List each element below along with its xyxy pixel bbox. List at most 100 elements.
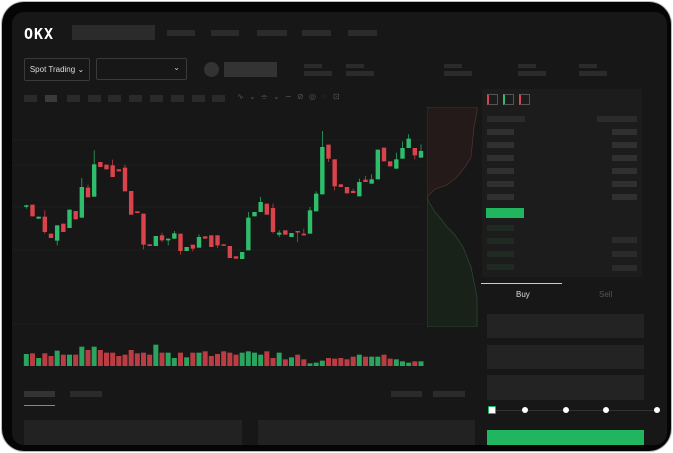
candlestick-chart[interactable] [12, 12, 482, 382]
volume-bar [356, 354, 362, 366]
slider-track[interactable] [491, 410, 659, 411]
candle-body [276, 232, 282, 235]
candle-body [338, 184, 344, 187]
interval-button[interactable] [24, 95, 37, 102]
candle-body [406, 138, 411, 148]
order-book-layout-icon[interactable] [519, 94, 530, 105]
slider-step[interactable] [654, 407, 660, 413]
tab-underline [481, 283, 562, 284]
volume-bar [363, 356, 368, 366]
volume-bar [208, 356, 214, 366]
stat-value [444, 71, 472, 76]
order-book-layout-icon[interactable] [503, 94, 514, 105]
candle-body [215, 235, 220, 246]
interval-button[interactable] [108, 95, 121, 102]
candle-body [190, 244, 196, 249]
candle-body [91, 164, 97, 197]
volume-bar [196, 352, 202, 366]
chart-tool-icon[interactable]: ⊘ [297, 92, 304, 101]
stat-value [346, 71, 374, 76]
candle-body [246, 217, 251, 251]
stat-label [518, 64, 536, 68]
chart-tool-icon[interactable]: ◌ [321, 92, 326, 101]
interval-button[interactable] [45, 95, 57, 102]
nav-item[interactable] [348, 30, 377, 36]
interval-button[interactable] [212, 95, 225, 102]
total-input[interactable] [487, 375, 644, 400]
candle-body [30, 204, 35, 217]
candle-body [159, 235, 165, 241]
interval-button[interactable] [150, 95, 163, 102]
slider-step[interactable] [563, 407, 569, 413]
chart-tool-icon[interactable]: ⌄ [273, 92, 280, 101]
nav-item[interactable] [302, 30, 331, 36]
bid-size [612, 251, 637, 257]
volume-bar [91, 346, 97, 366]
candle-body [48, 233, 54, 238]
ask-size [612, 168, 637, 174]
volume-bar [239, 352, 245, 366]
candle-body [394, 159, 399, 169]
chart-tool-icon[interactable]: ⊡ [333, 92, 340, 101]
slider-step[interactable] [522, 407, 528, 413]
candle-body [54, 225, 60, 241]
spot-trading-button[interactable]: Spot Trading ⌄ [24, 58, 90, 81]
volume-bar [73, 354, 79, 366]
order-book-layout-icon[interactable] [487, 94, 498, 105]
candle-body [332, 159, 337, 187]
candle-body [165, 238, 171, 241]
orders-panel [24, 420, 242, 445]
candle-body [202, 236, 208, 239]
nav-item[interactable] [167, 30, 195, 36]
nav-item[interactable] [257, 30, 287, 36]
candle-body [258, 202, 263, 212]
interval-button[interactable] [67, 95, 80, 102]
chart-tool-icon[interactable]: ∿ [237, 92, 244, 101]
volume-bar [375, 356, 381, 366]
volume-bar [184, 357, 190, 366]
chart-tool-icon[interactable]: ⌄ [249, 92, 256, 101]
candle-body [104, 164, 109, 170]
candle-body [98, 162, 103, 167]
chart-tool-icon[interactable]: ∼ [285, 92, 292, 101]
candle-body [295, 231, 300, 233]
slider-handle[interactable] [488, 406, 496, 414]
filter-button[interactable] [391, 391, 422, 397]
amount-input[interactable] [487, 345, 644, 369]
tab-order-history[interactable] [70, 391, 102, 397]
tab-sell[interactable]: Sell [599, 290, 613, 299]
bid-price [487, 251, 514, 257]
volume-bar [42, 353, 48, 366]
tab-open-orders[interactable] [24, 391, 55, 397]
volume-bar [326, 358, 331, 366]
interval-button[interactable] [129, 95, 142, 102]
okx-logo[interactable]: OKX [24, 25, 55, 43]
interval-button[interactable] [88, 95, 101, 102]
candle-body [42, 216, 48, 232]
volume-bar [110, 352, 116, 366]
chart-tool-icon[interactable]: ⌯ [261, 92, 268, 101]
candle-body [307, 210, 313, 234]
volume-bar [165, 352, 171, 366]
buy-button[interactable] [487, 430, 644, 445]
candle-body [412, 148, 418, 156]
search-bar[interactable] [72, 25, 155, 40]
stat-label [346, 64, 364, 68]
app-screen: OKX Spot Trading ⌄ ⌄ Buy Sell ∿ ⌄ ⌯ ⌄ ∼ ⊘ ◎ ◌ ⊡ [12, 12, 667, 445]
volume-bar [381, 354, 387, 366]
price-input[interactable] [487, 314, 644, 338]
slider-step[interactable] [603, 407, 609, 413]
candle-body [110, 165, 115, 177]
filter-button[interactable] [433, 391, 465, 397]
tab-buy[interactable]: Buy [516, 290, 530, 299]
pair-dropdown[interactable]: ⌄ [96, 58, 187, 80]
volume-bar [147, 354, 153, 366]
chart-tool-icon[interactable]: ◎ [309, 92, 316, 101]
volume-bar [178, 352, 183, 366]
interval-button[interactable] [171, 95, 184, 102]
volume-bar [190, 352, 196, 366]
bid-price [487, 264, 514, 270]
candle-body [381, 147, 387, 162]
nav-item[interactable] [211, 30, 239, 36]
interval-button[interactable] [192, 95, 205, 102]
